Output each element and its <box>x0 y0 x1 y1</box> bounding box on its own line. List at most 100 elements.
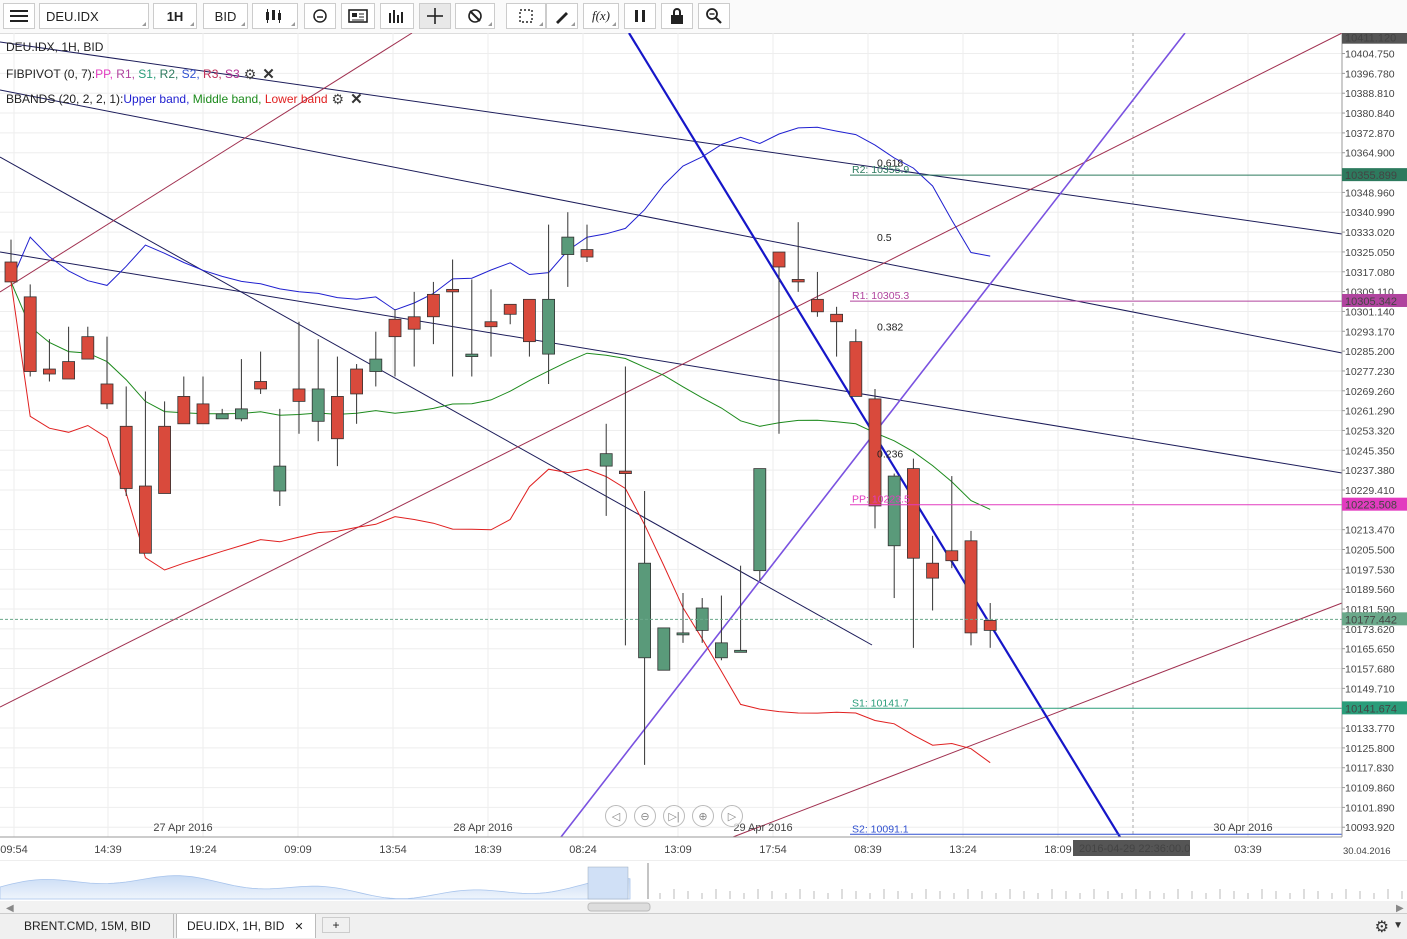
theme-button[interactable] <box>304 3 336 29</box>
candle-body <box>887 475 901 547</box>
cursor-time-bg <box>1073 840 1190 856</box>
time-axis[interactable]: 09:54 14:39 19:24 09:09 13:54 18:39 08:24 13:09… <box>0 822 1407 860</box>
candle-body <box>62 361 75 380</box>
settings-gear-icon[interactable]: ⚙ <box>331 90 345 107</box>
candle-body <box>542 298 555 355</box>
settings-gear-icon[interactable]: ⚙ <box>243 65 257 82</box>
selection-button[interactable] <box>506 3 546 29</box>
candle-body <box>926 562 939 579</box>
date-label: 30 Apr 2016 <box>1213 822 1272 834</box>
crosshair-button[interactable] <box>419 3 451 29</box>
price-marker-label: 10177.442 <box>1345 614 1397 626</box>
candle-body <box>945 550 959 562</box>
pause-button[interactable] <box>624 3 656 29</box>
pencil-icon <box>556 12 568 24</box>
trend-line <box>0 156 873 646</box>
trend-line <box>0 89 1343 354</box>
overview-navigator[interactable]: ◀ ▶ <box>0 860 1407 914</box>
newspaper-icon <box>348 9 368 23</box>
add-tab-button[interactable]: + <box>322 917 350 933</box>
magnet-button[interactable] <box>455 3 495 29</box>
close-indicator-icon[interactable]: ✕ <box>262 66 275 83</box>
price-tick-label: 10396.780 <box>1345 68 1395 80</box>
bbands-items: Upper band, Middle band, Lower band <box>123 92 327 106</box>
candle-body <box>523 298 536 343</box>
price-chart[interactable]: R2: 10355.9 R1: 10305.3 PP: 10223.5 S1: 101… <box>0 33 1407 860</box>
grid-lines <box>0 33 1342 837</box>
time-tick-label: 17:54 <box>759 844 787 856</box>
price-tick-label: 10285.200 <box>1345 346 1395 358</box>
news-button[interactable] <box>341 3 375 29</box>
settings-gear-icon[interactable]: ⚙ <box>1374 919 1389 936</box>
lock-icon <box>671 8 683 24</box>
tab-deu[interactable]: DEU.IDX, 1H, BID ✕ <box>176 914 316 938</box>
volume-button[interactable] <box>380 3 414 29</box>
lock-button[interactable] <box>661 3 693 29</box>
date-label: 28 Apr 2016 <box>453 822 512 834</box>
trend-line <box>0 33 413 293</box>
period-selector[interactable]: 1H <box>153 3 197 29</box>
date-label: 27 Apr 2016 <box>153 822 212 834</box>
cursor-time-label: 2016-04-29 22:36:00.0 <box>1079 843 1190 855</box>
time-tick-label: 09:54 <box>0 844 28 856</box>
candle-body <box>811 298 824 313</box>
legend-title: DEU.IDX, 1H, BID <box>6 40 104 54</box>
zoom-out-icon[interactable]: ⊖ <box>634 805 656 827</box>
price-tick-label: 10372.870 <box>1345 128 1395 140</box>
pivot-label: R2: 10355.9 <box>852 164 909 176</box>
chevron-down-icon[interactable]: ▼ <box>1393 920 1403 931</box>
candle-body <box>580 249 594 258</box>
trend-line <box>0 251 1343 474</box>
price-marker-label: 10223.508 <box>1345 500 1397 512</box>
price-tick-label: 10117.830 <box>1345 763 1394 775</box>
price-tick-label: 10101.890 <box>1345 802 1395 814</box>
draw-button[interactable] <box>546 3 578 29</box>
time-tick-label: 14:39 <box>94 844 122 856</box>
bollinger-bands <box>10 126 991 764</box>
menu-icon[interactable] <box>3 3 35 29</box>
bbands-item: Lower band <box>264 92 328 106</box>
crosshair-icon <box>427 8 443 24</box>
candle-body <box>446 288 460 293</box>
close-indicator-icon[interactable]: ✕ <box>350 91 363 108</box>
candle-body <box>983 620 997 631</box>
candle-body <box>868 398 882 507</box>
fib-level-label: 0.618 <box>877 157 903 169</box>
price-axis[interactable]: 10404.750 10396.780 10388.810 10380.840 1037… <box>1341 33 1407 837</box>
pivot-lines: R2: 10355.9 R1: 10305.3 PP: 10223.5 S1: 101… <box>0 164 1342 835</box>
bbands-legend: BBANDS (20, 2, 2, 1): Upper band, Middle… <box>6 90 363 109</box>
bars-icon <box>389 10 403 23</box>
bbands-name: BBANDS (20, 2, 2, 1): <box>6 92 124 106</box>
fib-level-label: 0.5 <box>877 232 892 244</box>
function-icon: f(x) <box>591 8 611 23</box>
price-marker-bg <box>1342 497 1407 511</box>
candle-body <box>388 318 402 338</box>
price-tick-label: 10109.860 <box>1345 783 1395 795</box>
tab-brent[interactable]: BRENT.CMD, 15M, BID <box>14 914 174 938</box>
fibpivot-item: PP, <box>95 67 117 81</box>
scroll-left-icon[interactable]: ◁ <box>605 805 627 827</box>
price-tick-label: 10364.900 <box>1345 148 1395 160</box>
zoom-in-icon[interactable]: ⊕ <box>692 805 714 827</box>
svg-text:▶: ▶ <box>1396 903 1404 913</box>
go-latest-icon[interactable]: ▷| <box>663 805 685 827</box>
side-selector[interactable]: BID <box>203 3 248 29</box>
price-tick-label: 10348.960 <box>1345 187 1395 199</box>
zoom-button[interactable] <box>698 3 730 29</box>
price-tick-label: 10093.920 <box>1345 822 1395 834</box>
price-tick-label: 10301.140 <box>1345 306 1395 318</box>
pivot-label: PP: 10223.5 <box>852 494 910 506</box>
time-tick-label: 09:09 <box>284 844 312 856</box>
price-marker-bg <box>1342 168 1407 182</box>
bbands-item: Upper band, <box>123 92 193 106</box>
chart-type-button[interactable] <box>252 3 298 29</box>
close-tab-icon[interactable]: ✕ <box>294 920 304 933</box>
indicators-button[interactable]: f(x) <box>583 3 619 29</box>
instrument-selector[interactable]: DEU.IDX <box>39 3 149 29</box>
time-tick-label: 08:24 <box>569 844 597 856</box>
scroll-right-icon[interactable]: ▷ <box>721 805 743 827</box>
side-value: BID <box>214 8 237 24</box>
instrument-value: DEU.IDX <box>46 8 99 24</box>
candles-icon <box>266 9 281 23</box>
zoom-icon <box>706 8 722 24</box>
